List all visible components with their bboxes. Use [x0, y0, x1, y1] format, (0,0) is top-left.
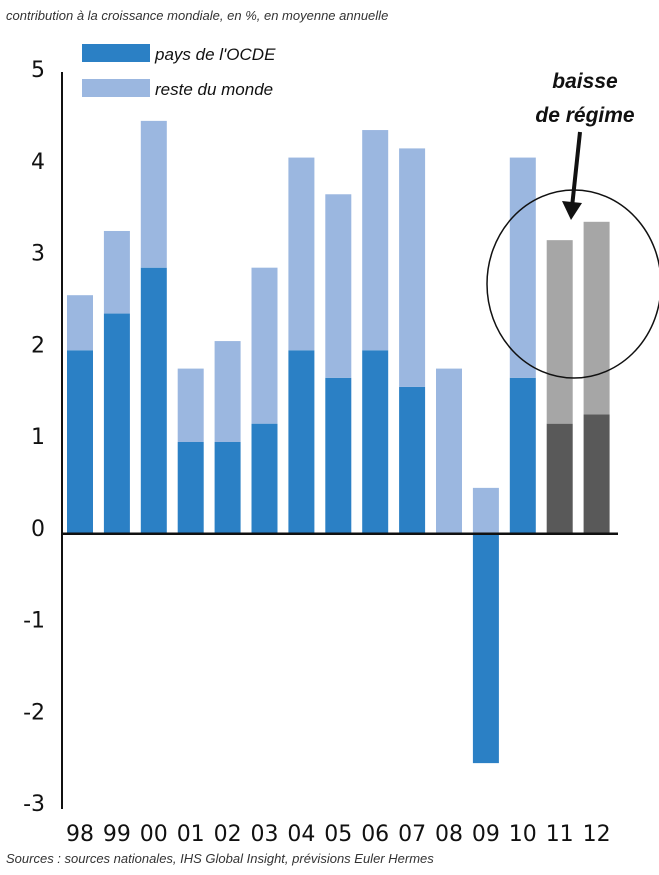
y-tick-label-3: 3 [31, 242, 45, 267]
axes-group: 98 99 00 01 02 03 04 05 06 07 08 09 10 11 12543210-1-2… [23, 58, 618, 847]
annotation-group: baisse de régime [486, 70, 659, 379]
bar-rest-01 [177, 368, 204, 442]
bar-rest-02 [214, 341, 241, 442]
legend-swatch-rest [82, 79, 150, 97]
bar-oecd-12 [583, 414, 610, 534]
bar-oecd-03 [251, 423, 278, 534]
chart-source-note: Sources : sources nationales, IHS Global… [6, 851, 434, 866]
bar-oecd-01 [177, 442, 204, 534]
legend-label-rest: reste du monde [155, 80, 273, 99]
annotation-arrowhead [562, 201, 582, 220]
bar-oecd-09 [472, 533, 499, 764]
x-tick-label-98: 98 [66, 822, 94, 847]
x-tick-label-99: 99 [103, 822, 131, 847]
bar-oecd-00 [140, 267, 167, 534]
y-tick-label-1: 1 [31, 425, 45, 450]
legend-label-oecd: pays de l'OCDE [154, 45, 276, 64]
x-tick-label-01: 01 [177, 822, 205, 847]
bar-rest-99 [103, 230, 130, 314]
x-tick-label-04: 04 [287, 822, 315, 847]
bar-oecd-11 [546, 423, 573, 534]
x-tick-label-05: 05 [324, 822, 352, 847]
x-tick-label-00: 00 [140, 822, 168, 847]
bar-rest-04 [288, 157, 315, 351]
legend-swatch-oecd [82, 44, 150, 62]
bar-rest-09 [472, 487, 499, 534]
x-tick-label-03: 03 [251, 822, 279, 847]
bar-oecd-98 [67, 350, 93, 534]
bar-oecd-99 [103, 313, 130, 534]
annotation-arrow [570, 131, 582, 208]
bar-rest-11 [546, 240, 573, 424]
bar-oecd-04 [288, 350, 315, 534]
bar-rest-12 [583, 221, 610, 415]
bar-rest-10 [509, 157, 536, 378]
annotation-line-1: baisse [552, 70, 618, 93]
x-tick-label-11: 11 [546, 822, 574, 847]
bar-rest-05 [325, 194, 352, 378]
y-tick-label-5: 5 [31, 58, 45, 83]
y-tick-label-minus3: -3 [23, 792, 45, 817]
y-tick-label-minus1: -1 [23, 609, 45, 634]
bar-rest-03 [251, 267, 278, 424]
bar-rest-08 [436, 368, 462, 534]
x-tick-label-07: 07 [398, 822, 426, 847]
x-tick-label-06: 06 [361, 822, 389, 847]
x-tick-label-09: 09 [472, 822, 500, 847]
bar-oecd-02 [214, 442, 241, 534]
y-tick-label-minus2: -2 [23, 700, 45, 725]
bar-rest-00 [140, 120, 167, 268]
y-tick-label-2: 2 [31, 333, 45, 358]
annotation-line-2: de régime [535, 104, 635, 127]
chart-subtitle: contribution à la croissance mondiale, e… [6, 8, 389, 23]
bar-oecd-06 [362, 350, 389, 534]
x-tick-label-12: 12 [583, 822, 611, 847]
y-tick-label-0: 0 [31, 517, 45, 542]
legend: pays de l'OCDE reste du monde [82, 44, 276, 99]
bar-oecd-07 [399, 386, 426, 534]
y-tick-label-4: 4 [31, 150, 45, 175]
bars-group [67, 120, 610, 764]
x-tick-label-02: 02 [214, 822, 242, 847]
bar-rest-98 [67, 295, 93, 351]
x-tick-label-08: 08 [435, 822, 463, 847]
bar-oecd-10 [509, 377, 536, 534]
bar-rest-07 [399, 148, 426, 387]
x-tick-label-10: 10 [509, 822, 537, 847]
bar-rest-06 [362, 130, 389, 351]
bar-oecd-05 [325, 377, 352, 534]
